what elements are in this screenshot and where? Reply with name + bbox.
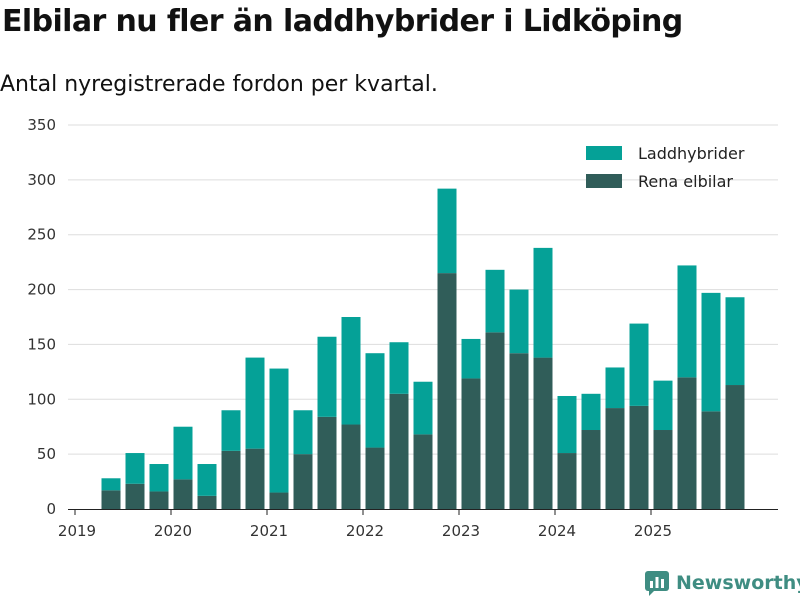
bar-laddhybrider-2023Q4	[533, 247, 553, 358]
legend-label-laddhybrider: Laddhybrider	[638, 144, 745, 163]
chart-title: Elbilar nu fler än laddhybrider i Lidköp…	[2, 4, 683, 39]
legend-label-rena-elbilar: Rena elbilar	[638, 172, 733, 191]
bar-rena-elbilar-2024Q4	[629, 405, 649, 509]
bar-rena-elbilar-2022Q2	[389, 393, 409, 509]
bar-rena-elbilar-2025Q4	[725, 385, 745, 509]
brand: Newsworthy	[644, 570, 800, 596]
bar-laddhybrider-2025Q3	[701, 292, 721, 412]
bar-rena-elbilar-2020Q4	[245, 448, 265, 509]
bar-rena-elbilar-2019Q2	[101, 490, 121, 509]
newsworthy-logo-icon	[645, 571, 669, 596]
bar-laddhybrider-2020Q3	[221, 410, 241, 451]
bar-rena-elbilar-2023Q4	[533, 357, 553, 509]
bar-laddhybrider-2020Q2	[197, 464, 217, 496]
bar-rena-elbilar-2019Q3	[125, 483, 145, 509]
bar-laddhybrider-2022Q4	[437, 188, 457, 274]
bar-laddhybrider-2020Q1	[173, 426, 193, 480]
bar-laddhybrider-2021Q2	[293, 410, 313, 455]
bar-laddhybrider-2022Q2	[389, 342, 409, 394]
x-tick-label: 2022	[346, 522, 384, 540]
x-axis: 2019 2020 2021 2022 2023 2024 2025	[58, 509, 778, 540]
bar-rena-elbilar-2024Q1	[557, 453, 577, 509]
x-tick-label: 2019	[58, 522, 96, 540]
bar-laddhybrider-2025Q2	[677, 265, 697, 378]
y-axis-ticks: 0 50 100 150 200 250 300 350	[27, 116, 56, 518]
bar-rena-elbilar-2023Q1	[461, 378, 481, 509]
x-tick-label: 2025	[634, 522, 672, 540]
bar-rena-elbilar-2025Q1	[653, 430, 673, 509]
bar-rena-elbilar-2020Q2	[197, 495, 217, 509]
bar-laddhybrider-2025Q4	[725, 297, 745, 386]
bar-rena-elbilar-2024Q2	[581, 430, 601, 509]
bar-rena-elbilar-2024Q3	[605, 408, 625, 509]
bar-rena-elbilar-2025Q3	[701, 411, 721, 509]
bar-laddhybrider-2024Q2	[581, 393, 601, 431]
x-tick-label: 2024	[538, 522, 576, 540]
bar-laddhybrider-2024Q4	[629, 323, 649, 406]
bar-laddhybrider-2024Q3	[605, 367, 625, 409]
y-tick-label: 0	[46, 500, 56, 518]
bar-laddhybrider-2019Q2	[101, 478, 121, 491]
y-tick-label: 350	[27, 116, 56, 134]
bar-laddhybrider-2019Q4	[149, 464, 169, 492]
bar-laddhybrider-2021Q1	[269, 368, 289, 493]
bar-laddhybrider-2022Q1	[365, 353, 385, 448]
y-tick-label: 150	[27, 335, 56, 353]
x-tick-label: 2020	[154, 522, 192, 540]
bar-laddhybrider-2025Q1	[653, 380, 673, 431]
bar-rena-elbilar-2019Q4	[149, 491, 169, 509]
bar-laddhybrider-2023Q1	[461, 338, 481, 379]
bar-rena-elbilar-2021Q2	[293, 454, 313, 509]
bar-rena-elbilar-2020Q1	[173, 479, 193, 509]
bar-laddhybrider-2020Q4	[245, 357, 265, 449]
y-tick-label: 300	[27, 171, 56, 189]
y-tick-label: 50	[37, 445, 56, 463]
bar-laddhybrider-2021Q3	[317, 336, 337, 417]
x-tick-label: 2021	[250, 522, 288, 540]
legend-swatch-laddhybrider	[586, 146, 622, 160]
bar-rena-elbilar-2021Q4	[341, 424, 361, 509]
brand-name: Newsworthy	[676, 572, 800, 594]
legend-swatch-rena-elbilar	[586, 174, 622, 188]
bar-rena-elbilar-2023Q3	[509, 353, 529, 509]
bar-rena-elbilar-2022Q1	[365, 447, 385, 509]
legend: Laddhybrider Rena elbilar	[586, 144, 745, 191]
bar-rena-elbilar-2020Q3	[221, 450, 241, 509]
bar-rena-elbilar-2021Q3	[317, 416, 337, 509]
bar-rena-elbilar-2025Q2	[677, 377, 697, 509]
x-tick-label: 2023	[442, 522, 480, 540]
bar-laddhybrider-2019Q3	[125, 453, 145, 484]
bars	[101, 188, 745, 509]
bar-laddhybrider-2022Q3	[413, 381, 433, 435]
bar-laddhybrider-2021Q4	[341, 317, 361, 425]
bar-rena-elbilar-2023Q2	[485, 332, 505, 509]
bar-rena-elbilar-2022Q4	[437, 273, 457, 509]
bar-rena-elbilar-2022Q3	[413, 434, 433, 509]
y-tick-label: 200	[27, 281, 56, 299]
bar-rena-elbilar-2021Q1	[269, 492, 289, 509]
bar-laddhybrider-2023Q3	[509, 289, 529, 354]
y-tick-label: 250	[27, 226, 56, 244]
bar-laddhybrider-2023Q2	[485, 269, 505, 333]
y-tick-label: 100	[27, 390, 56, 408]
chart-subtitle: Antal nyregistrerade fordon per kvartal.	[0, 72, 438, 97]
bar-laddhybrider-2024Q1	[557, 395, 577, 454]
